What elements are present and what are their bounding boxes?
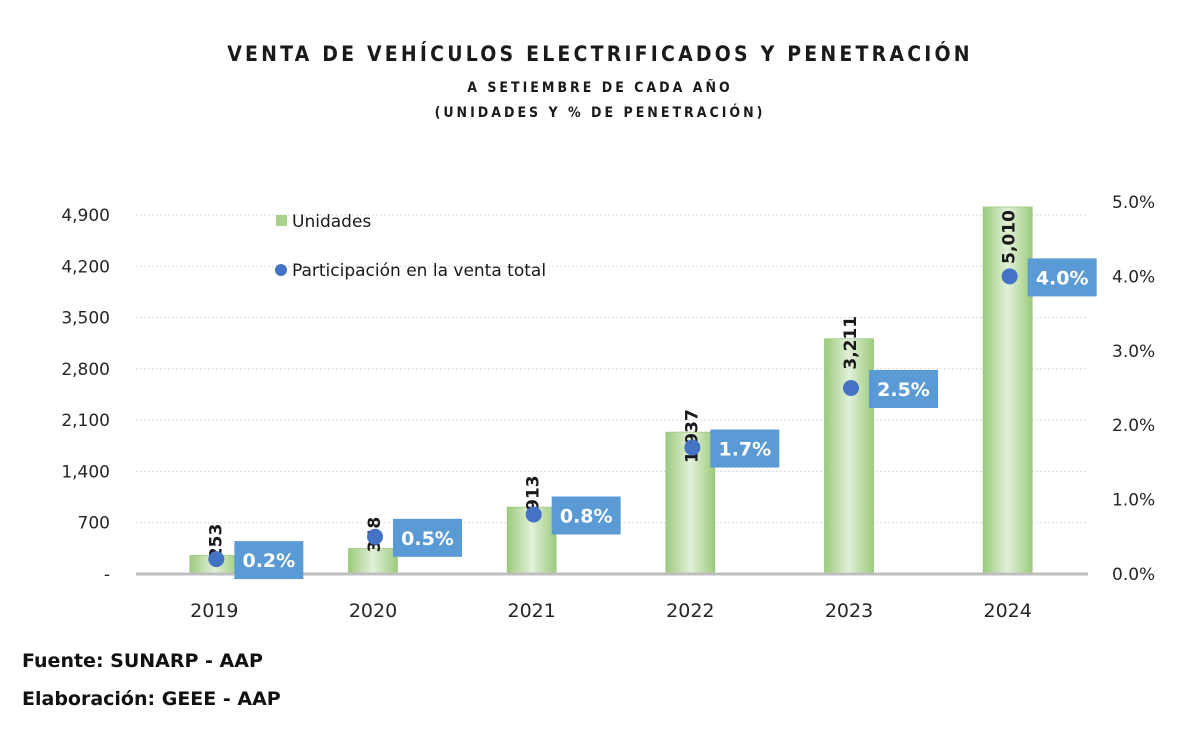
bar-2022 [665,431,716,575]
dot-label-box [393,518,462,557]
right-tick-label: 0.0% [1112,565,1155,585]
bar-2023 [824,338,874,575]
dot-label-box [551,496,621,535]
bar-2020 [348,548,398,575]
dot-label-box [1027,258,1097,297]
dot-2022 [684,439,701,456]
chart-subtitle: A SETIEMBRE DE CADA AÑO [467,80,733,96]
right-axis: 0.0% 1.0% 2.0% 3.0% 4.0% 5.0% [1112,193,1155,585]
bar-value-label: 913 [524,475,544,511]
dot-label-text: 0.2% [242,550,295,572]
right-tick-label: 1.0% [1112,491,1155,511]
dot-label-text: 0.5% [401,528,454,550]
x-tick-label: 2019 [190,600,238,622]
elaboration-note: Elaboración: GEEE - AAP [22,688,281,710]
dot-2024 [1001,268,1018,285]
dot-label-box [234,541,304,580]
source-note: Fuente: SUNARP - AAP [22,650,263,672]
left-tick-label: 700 [78,514,110,534]
left-tick-label: 4,900 [61,206,110,226]
x-tick-label: 2023 [825,600,873,622]
left-tick-label: 2,100 [61,411,110,431]
right-tick-label: 4.0% [1112,267,1155,287]
dot-value-label: 0.5% [393,518,462,557]
dot-2020 [367,528,383,545]
right-tick-label: 5.0% [1112,193,1155,213]
left-tick-label: 3,500 [61,309,110,329]
right-tick-label: 3.0% [1112,342,1155,362]
dot-value-label: 4.0% [1027,258,1097,297]
dot-label-text: 4.0% [1036,267,1089,289]
legend-label-participacion: Participación en la venta total [292,261,546,281]
x-tick-label: 2022 [666,600,714,622]
dot-data-labels: 0.2% 0.5% 0.8% 1.7% 2.5% 4.0% [234,258,1097,580]
legend-label-unidades: Unidades [292,212,371,232]
legend: Unidades Participación en la venta total [275,212,546,281]
legend-swatch-participacion [275,264,287,276]
right-tick-label: 2.0% [1112,416,1155,436]
dot-label-text: 2.5% [877,379,930,401]
x-tick-label: 2020 [349,600,397,622]
bar-value-label: 5,010 [1000,210,1020,264]
dot-value-label: 1.7% [710,429,780,468]
left-tick-label: 1,400 [61,462,110,482]
bar-2024 [982,206,1033,575]
bar-value-label: 3,211 [841,316,861,370]
dot-value-label: 0.2% [234,541,304,580]
dot-series [208,268,1018,568]
x-axis: 2019 2020 2021 2022 2023 2024 [190,600,1032,622]
gridlines [136,214,1088,524]
dot-label-text: 0.8% [560,505,613,527]
dot-2019 [208,551,225,568]
dot-label-text: 1.7% [718,439,771,461]
chart-title: VENTA DE VEHÍCULOS ELECTRIFICADOS Y PENE… [227,42,973,66]
chart-subtitle-units: (UNIDADES Y % DE PENETRACIÓN) [434,105,766,121]
x-tick-label: 2021 [507,600,555,622]
left-axis: - 700 1,400 2,100 2,800 3,500 4,200 4,900 [61,206,110,585]
dot-2023 [843,380,859,396]
combo-chart: - 700 1,400 2,100 2,800 3,500 4,200 4,900 0.0% 1… [61,193,1155,622]
left-tick-label: 2,800 [61,360,110,380]
left-tick-label: - [104,565,110,585]
x-tick-label: 2024 [983,600,1031,622]
dot-label-box [710,429,780,468]
bar-value-label: 253 [206,524,226,560]
dot-label-box [869,370,938,408]
dot-value-label: 0.8% [551,496,621,535]
left-tick-label: 4,200 [61,257,110,277]
dot-2021 [525,506,542,523]
legend-swatch-unidades [276,215,287,226]
dot-value-label: 2.5% [869,370,938,408]
